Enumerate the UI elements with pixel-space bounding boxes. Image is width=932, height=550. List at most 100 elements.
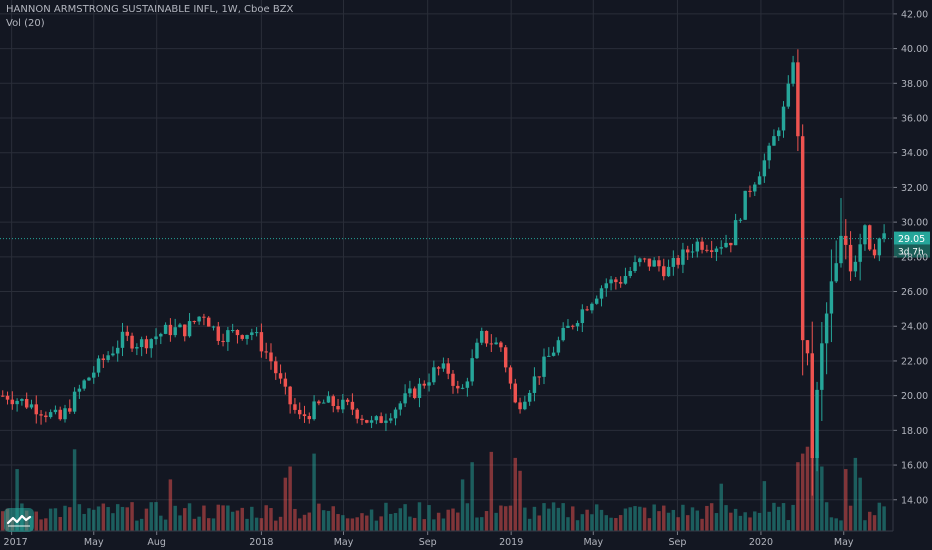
volume-bar	[877, 502, 882, 531]
candle-body	[187, 321, 192, 337]
candle-body	[436, 367, 441, 369]
candle-body	[125, 331, 130, 336]
candle-body	[374, 416, 379, 421]
candle-body	[168, 324, 173, 336]
volume-bar	[671, 509, 676, 531]
candle-body	[302, 414, 307, 417]
volume-bar	[676, 517, 680, 531]
volume-bar	[422, 519, 426, 531]
volume-bar	[393, 513, 398, 531]
countdown-tag	[894, 244, 930, 258]
volume-bar	[705, 505, 709, 531]
candle-body	[465, 381, 470, 388]
y-tick-label: 38.00	[901, 79, 928, 90]
symbol-title[interactable]: HANNON ARMSTRONG SUSTAINABLE INFL, 1W, C…	[6, 4, 294, 15]
volume-bar	[197, 516, 201, 531]
candle-body	[738, 219, 743, 221]
volume-bar	[590, 514, 594, 531]
volume-bar	[868, 511, 872, 531]
candle-body	[537, 376, 541, 378]
volume-bar	[96, 506, 101, 531]
candle-body	[685, 249, 690, 253]
candle-body	[733, 220, 738, 246]
candle-body	[590, 303, 594, 311]
volume-bar	[307, 512, 312, 531]
candle-body	[460, 387, 465, 389]
volume-bar	[762, 481, 767, 531]
volume-bar	[523, 507, 527, 531]
volume-bar	[178, 515, 182, 531]
time-axis[interactable]: 2017 May Aug 2018 May Sep 2019 May Sep 2020 May	[0, 530, 893, 548]
candle-body	[542, 356, 546, 377]
volume-bar	[733, 508, 738, 531]
x-tick-label: Sep	[668, 537, 686, 548]
candle-body	[144, 339, 149, 349]
volume-bar	[68, 507, 72, 531]
candle-body	[63, 408, 67, 420]
candle-body	[547, 355, 551, 357]
candle-body	[690, 251, 695, 253]
volume-bar	[700, 518, 704, 531]
volume-bar	[858, 477, 862, 531]
volume-bar	[561, 503, 565, 531]
candle-body	[408, 388, 412, 394]
volume-bar	[15, 469, 19, 531]
volume-bar	[403, 504, 407, 531]
volume-bar	[221, 505, 225, 531]
candle-body	[503, 347, 508, 368]
candle-body	[489, 343, 494, 345]
volume-bar	[503, 506, 508, 531]
candle-body	[618, 282, 623, 284]
candle-body	[844, 235, 848, 245]
volume-bar	[427, 505, 431, 531]
y-tick-label: 28.00	[901, 252, 928, 263]
candle-body	[580, 309, 585, 324]
candle-body	[240, 335, 244, 339]
volume-bar	[187, 503, 192, 531]
volume-bar	[719, 483, 723, 531]
volume-bar	[312, 453, 316, 531]
volume-bar	[111, 513, 115, 531]
volume-bar	[834, 518, 838, 531]
candle-body	[753, 184, 757, 192]
volume-bar	[681, 504, 685, 531]
volume-bar	[805, 446, 810, 531]
candle-body	[829, 281, 834, 314]
tradingview-logo-icon[interactable]	[4, 508, 34, 532]
candle-body	[499, 342, 503, 348]
candle-body	[652, 260, 656, 267]
price-line: 29.05 3d 7h	[0, 231, 930, 258]
candle-body	[695, 241, 700, 252]
candle-body	[513, 383, 517, 403]
candle-body	[800, 136, 805, 341]
x-tick-label: 2018	[249, 537, 273, 548]
volume-bar	[542, 503, 546, 531]
volume-bar	[709, 503, 714, 531]
candle-body	[326, 396, 331, 403]
price-axis[interactable]: 14.00 16.00 18.00 20.00 22.00 24.00 26.00 28.00…	[892, 0, 928, 531]
candle-body	[206, 317, 211, 327]
volume-bar	[436, 512, 441, 531]
volume-bar	[604, 515, 609, 531]
candle-body	[791, 62, 795, 84]
candle-body	[441, 363, 446, 369]
candle-body	[321, 402, 326, 404]
candle-body	[393, 409, 398, 419]
volume-bar	[192, 518, 197, 531]
candle-body	[671, 258, 676, 267]
volume-bar	[628, 507, 632, 531]
candle-body	[20, 398, 24, 401]
candle-body	[211, 326, 216, 328]
candle-body	[614, 279, 618, 283]
candle-body	[92, 372, 96, 378]
volume-indicator-label[interactable]: Vol (20)	[6, 18, 45, 29]
volume-bar	[154, 502, 158, 531]
volume-bar	[599, 509, 604, 531]
candle-body	[77, 388, 82, 392]
candle-body	[72, 391, 77, 412]
candle-body	[389, 418, 393, 421]
last-price-value: 29.05	[898, 234, 925, 245]
volume-bar	[264, 505, 268, 531]
